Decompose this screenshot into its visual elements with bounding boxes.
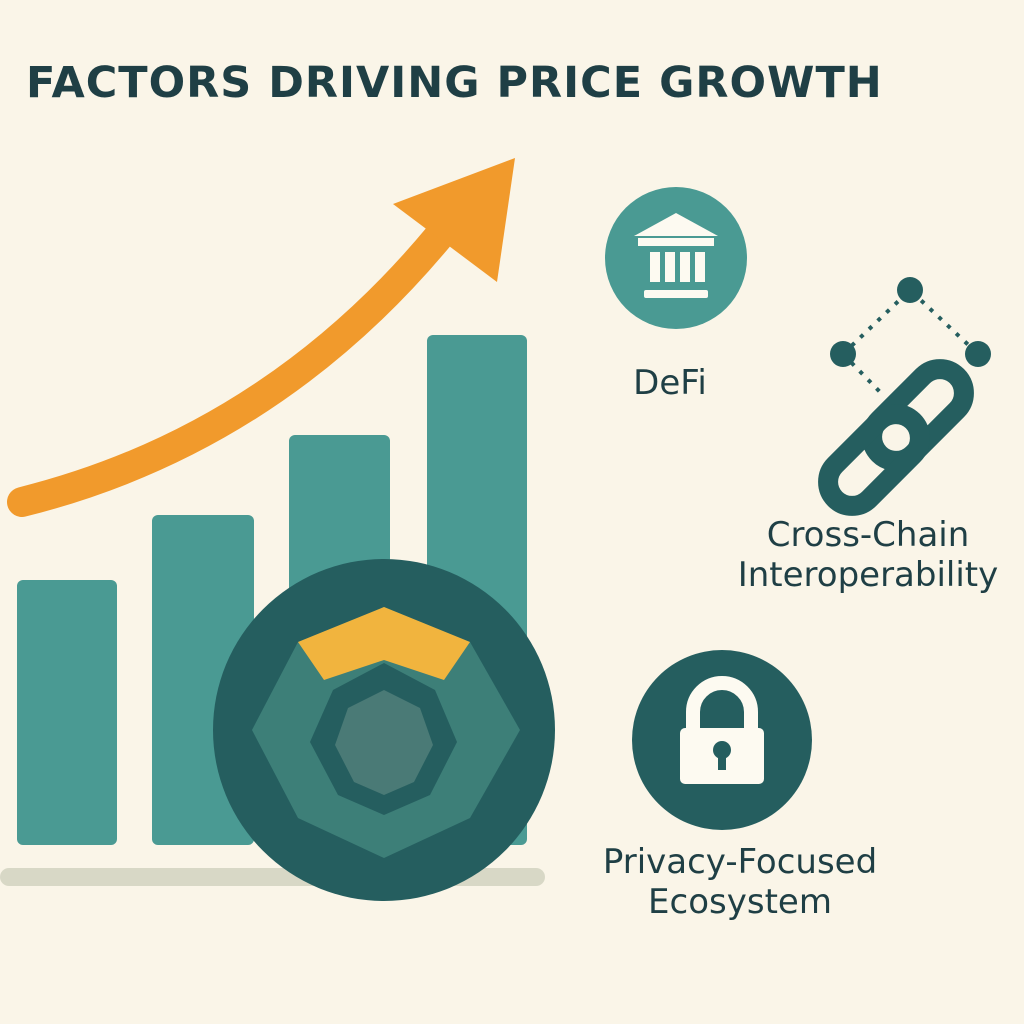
growth-arrow-shaft bbox=[7, 220, 455, 517]
privacy-label: Privacy-Focused Ecosystem bbox=[570, 842, 910, 922]
page-title: FACTORS DRIVING PRICE GROWTH bbox=[26, 58, 883, 108]
coin-logo-icon bbox=[213, 559, 555, 901]
padlock-icon bbox=[632, 650, 812, 830]
growth-arrow-head bbox=[393, 158, 515, 282]
defi-label: DeFi bbox=[633, 363, 707, 403]
chain-link-icon bbox=[818, 359, 974, 516]
growth-bar-1 bbox=[17, 580, 117, 845]
bank-building-icon bbox=[605, 187, 747, 329]
privacy-label-line1: Privacy-Focused bbox=[602, 842, 878, 882]
network-nodes-icon bbox=[830, 277, 991, 394]
cross-chain-label-line2: Interoperability bbox=[737, 555, 999, 595]
cross-chain-label-line1: Cross-Chain bbox=[766, 515, 970, 555]
cross-chain-label: Cross-Chain Interoperability bbox=[712, 515, 1024, 595]
privacy-label-line2: Ecosystem bbox=[648, 882, 832, 922]
